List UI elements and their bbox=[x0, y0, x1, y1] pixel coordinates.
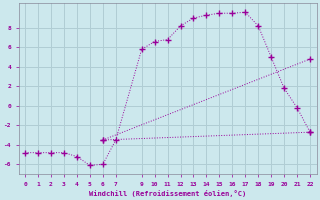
X-axis label: Windchill (Refroidissement éolien,°C): Windchill (Refroidissement éolien,°C) bbox=[89, 190, 246, 197]
